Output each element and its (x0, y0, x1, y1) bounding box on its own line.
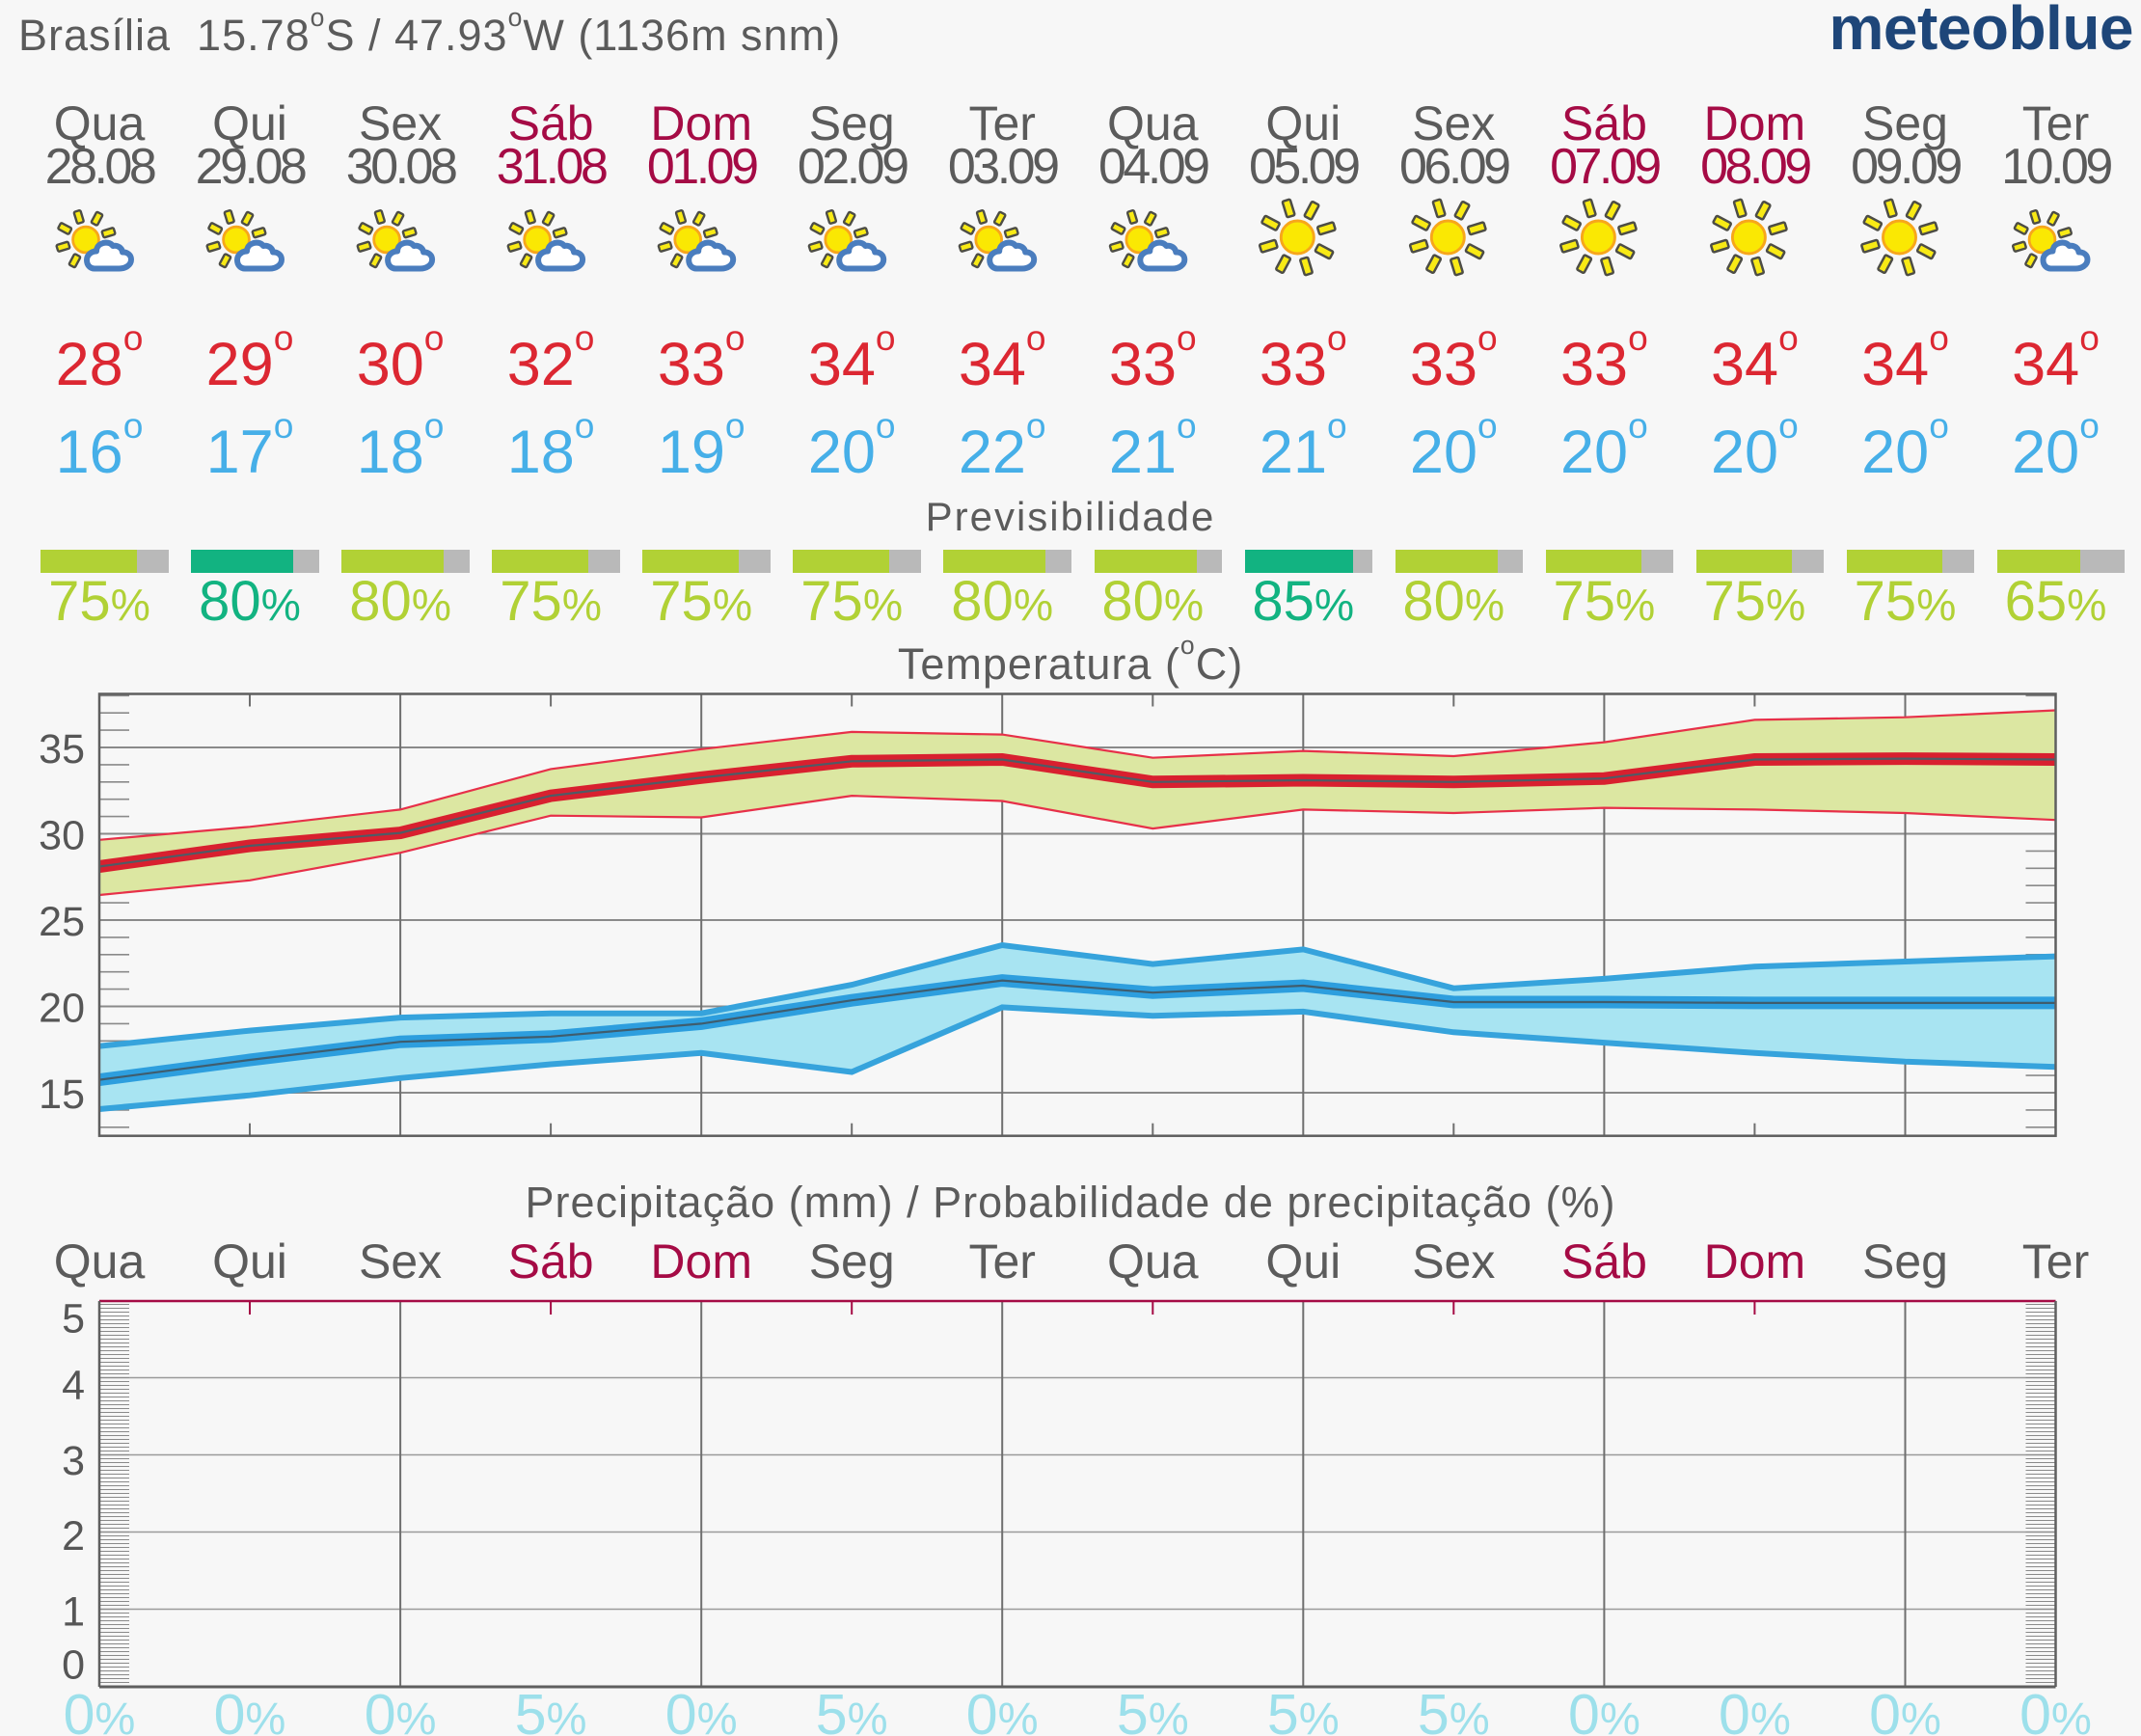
svg-text:5: 5 (62, 1295, 85, 1342)
svg-text:0: 0 (62, 1642, 85, 1689)
svg-text:30: 30 (39, 813, 85, 859)
svg-text:3: 3 (62, 1438, 85, 1484)
svg-text:35: 35 (39, 726, 85, 773)
svg-text:4: 4 (62, 1363, 85, 1409)
svg-text:1: 1 (62, 1589, 85, 1636)
svg-text:2: 2 (62, 1513, 85, 1560)
svg-text:15: 15 (39, 1071, 85, 1118)
svg-text:25: 25 (39, 899, 85, 945)
svg-text:20: 20 (39, 986, 85, 1032)
